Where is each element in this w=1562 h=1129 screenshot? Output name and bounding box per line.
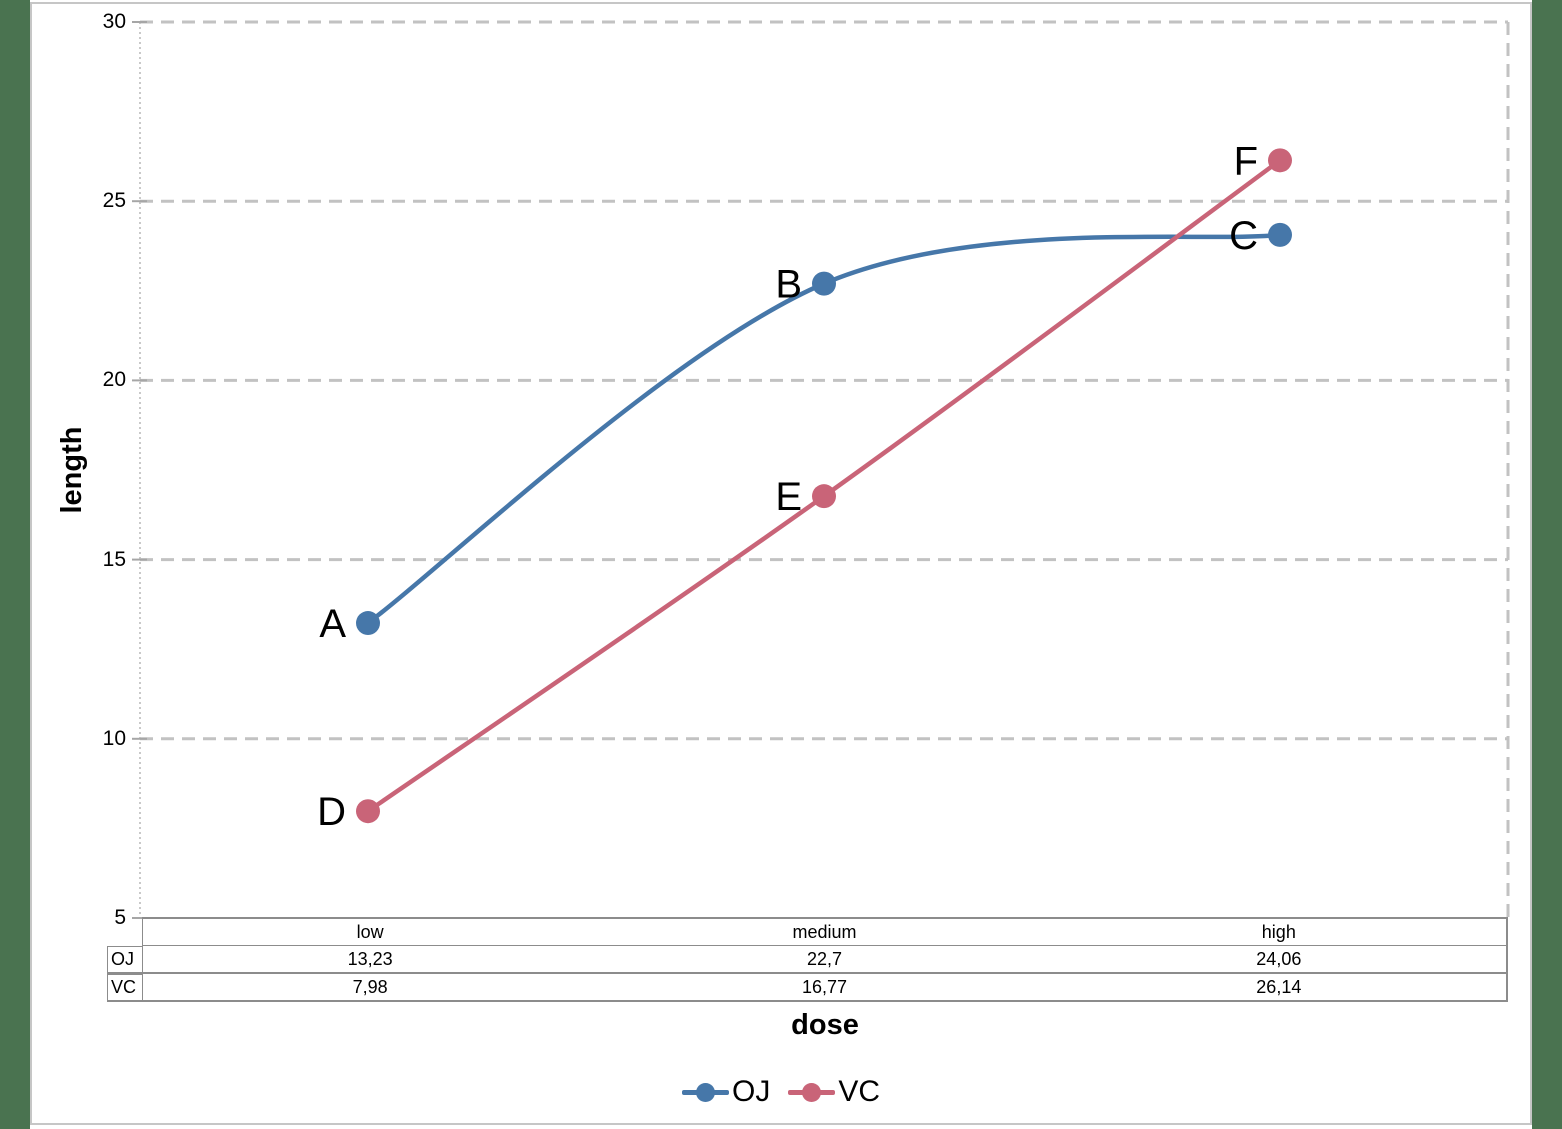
point-label-b: B (775, 263, 802, 307)
y-tick-label: 30 (102, 10, 126, 33)
data-point-vc-medium (812, 484, 836, 509)
table-row-label-vc: VC (107, 974, 142, 1002)
point-label-a: A (319, 602, 346, 646)
chart-legend: OJ VC (32, 1072, 1530, 1112)
point-label-c: C (1229, 214, 1258, 258)
chart-panel: A B C D E F length 30 25 20 15 10 5 low mediu… (30, 2, 1532, 1125)
data-point-oj-low (356, 611, 380, 636)
data-point-vc-low (356, 799, 380, 824)
table-header-high: high (1261, 921, 1296, 942)
legend-marker-vc-icon (788, 1080, 836, 1104)
y-tick-label: 5 (114, 906, 126, 929)
legend-item-oj: OJ (681, 1075, 771, 1109)
table-header-medium: medium (792, 921, 857, 942)
table-cell: 22,7 (806, 948, 843, 969)
plot-area: A B C D E F (132, 20, 1510, 919)
x-axis-title: dose (791, 1009, 859, 1041)
legend-item-vc: VC (788, 1075, 880, 1109)
legend-label-vc: VC (838, 1075, 881, 1108)
table-cell: 24,06 (1256, 948, 1302, 969)
table-cell: 16,77 (801, 976, 848, 997)
right-margin-strip (1532, 0, 1562, 1129)
y-tick-label: 25 (102, 189, 126, 212)
point-label-f: F (1234, 139, 1258, 183)
y-tick-label: 20 (102, 368, 126, 391)
table-row-vc: 7,98 16,77 26,14 (142, 974, 1508, 1002)
legend-label-oj: OJ (731, 1075, 771, 1108)
table-cell: 13,23 (347, 948, 393, 969)
y-tick-label: 15 (102, 548, 126, 571)
legend-marker-oj-icon (681, 1080, 729, 1104)
point-label-e: E (775, 475, 802, 519)
chart-panel-inner: A B C D E F length 30 25 20 15 10 5 low mediu… (32, 4, 1530, 1123)
table-header-low: low (356, 921, 384, 942)
data-point-vc-high (1268, 148, 1292, 173)
data-point-oj-medium (812, 271, 836, 296)
table-cell: 26,14 (1256, 976, 1302, 997)
data-point-oj-high (1268, 222, 1292, 247)
table-row-label-oj: OJ (107, 946, 142, 974)
data-table-header-row: low medium high (142, 917, 1508, 946)
table-cell: 7,98 (352, 976, 388, 997)
point-label-d: D (317, 790, 346, 834)
left-margin-strip (0, 0, 30, 1129)
y-tick-label: 10 (102, 727, 126, 750)
y-axis-title: length (56, 426, 88, 514)
table-row-oj: 13,23 22,7 24,06 (142, 946, 1508, 974)
